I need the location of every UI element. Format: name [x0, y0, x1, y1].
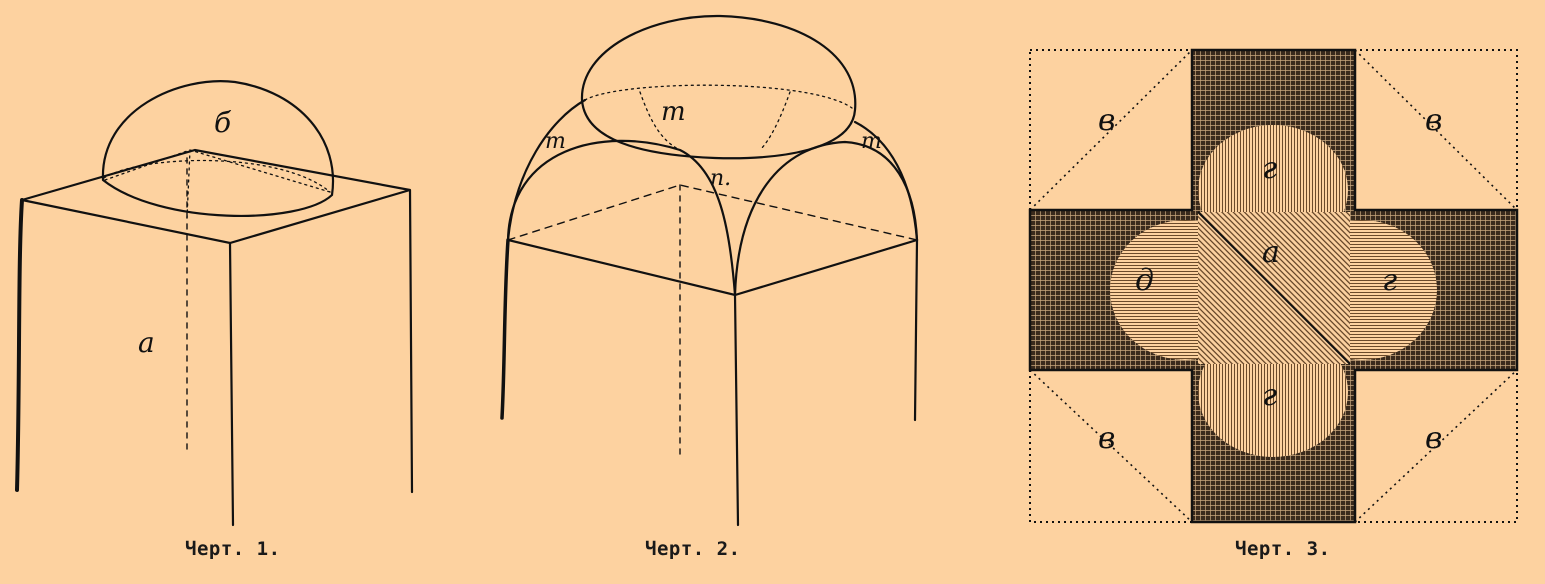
upper-dome-ring: [584, 84, 853, 109]
arch-back-right: [853, 120, 919, 242]
upper-dome: [580, 14, 857, 160]
label-center: n.: [710, 166, 731, 191]
pillar-edge-left: [15, 198, 24, 492]
label-top: m: [661, 97, 686, 127]
pillar-top-face: [21, 148, 411, 245]
base-plan-hidden: [507, 184, 918, 241]
figure-1-dome-on-pillar: б а: [15, 80, 414, 527]
label-center: а: [1262, 235, 1280, 270]
label-corner-br: в: [1425, 421, 1442, 456]
label-dome: б: [214, 106, 232, 139]
figure-3-cross-plan: в в в в г г д г а: [1028, 48, 1519, 524]
base-plan: [506, 238, 919, 297]
label-bottom: г: [1262, 378, 1277, 413]
arch-back-left: [506, 98, 587, 242]
label-corner-tr: в: [1425, 103, 1442, 138]
caption-figure-3: Черт. 3.: [1235, 538, 1331, 560]
caption-figure-1: Черт. 1.: [185, 538, 281, 560]
central-diagonal: [1197, 211, 1351, 365]
column-front: [733, 293, 740, 527]
pillar-edge-right: [408, 188, 414, 494]
caption-figure-2: Черт. 2.: [645, 538, 741, 560]
label-top: г: [1262, 151, 1277, 186]
pendentive-lines: [639, 91, 791, 151]
label-left: m: [545, 129, 566, 154]
dome-base-plan: [104, 149, 331, 219]
dome-hemisphere: [101, 80, 335, 217]
label-corner-bl: в: [1098, 421, 1115, 456]
column-right: [913, 238, 919, 422]
pillar-edge-front: [228, 241, 235, 527]
dome-base-ellipse: [103, 159, 331, 193]
arch-front-left: [506, 139, 737, 297]
label-pillar: а: [138, 326, 155, 359]
label-corner-tl: в: [1098, 103, 1115, 138]
figure-2-dome-on-pendentives: m m m n.: [500, 14, 919, 527]
label-right: m: [861, 129, 882, 154]
label-right: г: [1382, 263, 1397, 298]
column-left: [500, 238, 510, 420]
label-left: д: [1135, 263, 1154, 298]
